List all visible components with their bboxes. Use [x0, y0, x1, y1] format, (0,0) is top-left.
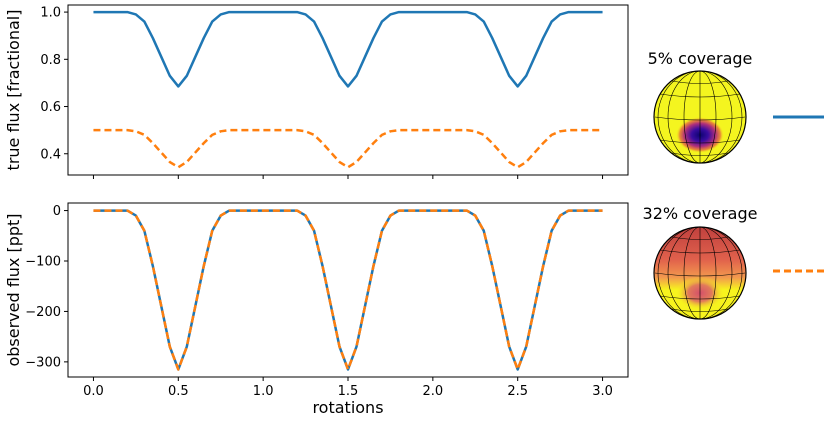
bottom-panel: 0 −100 −200 −300 0.0 0.5 1.0 1.5 2.0 2.5 3.0 obse… — [4, 202, 629, 417]
top-y-tick-label: 0.4 — [40, 147, 61, 162]
legend-title-32-percent: 32% coverage — [643, 204, 758, 223]
top-y-tick-label: 0.8 — [40, 53, 61, 68]
top-x-ticks — [92, 175, 604, 179]
bottom-x-tick-label: 0.0 — [83, 384, 104, 399]
bottom-y-ticks: 0 −100 −200 −300 — [25, 204, 68, 370]
legend-title-5-percent: 5% coverage — [648, 49, 753, 68]
bottom-x-tick-label: 1.5 — [338, 384, 359, 399]
star-map-5-percent — [653, 70, 747, 164]
top-y-tick-label: 1.0 — [40, 6, 61, 21]
bottom-series-orange-dashed-line — [93, 209, 603, 371]
bottom-y-tick-label: −100 — [25, 255, 61, 270]
legend-panel-32-percent: 32% coverage — [643, 204, 824, 320]
bottom-x-tick-label: 3.0 — [592, 384, 613, 399]
top-panel: 0.4 0.6 0.8 1.0 true flux [fractional] — [4, 4, 629, 179]
top-y-ticks: 0.4 0.6 0.8 1.0 — [40, 6, 68, 162]
x-axis-label: rotations — [312, 398, 383, 417]
bottom-x-tick-label: 0.5 — [168, 384, 189, 399]
top-series-orange-dashed-line — [93, 128, 603, 169]
bottom-axes-frame — [67, 202, 629, 378]
bottom-x-tick-label: 2.0 — [423, 384, 444, 399]
bottom-y-tick-label: −200 — [25, 305, 61, 320]
top-y-axis-label: true flux [fractional] — [4, 10, 23, 171]
bottom-y-tick-label: 0 — [53, 204, 61, 219]
bottom-x-tick-label: 2.5 — [507, 384, 528, 399]
top-y-tick-label: 0.6 — [40, 100, 61, 115]
bottom-x-ticks: 0.0 0.5 1.0 1.5 2.0 2.5 3.0 — [83, 377, 613, 399]
bottom-y-tick-label: −300 — [25, 355, 61, 370]
legend-panel-5-percent: 5% coverage — [648, 49, 824, 164]
star-map-32-percent — [653, 226, 747, 320]
top-series-blue-line — [93, 10, 603, 88]
bottom-y-axis-label: observed flux [ppt] — [4, 213, 23, 366]
bottom-x-tick-label: 1.0 — [253, 384, 274, 399]
top-series-group — [93, 10, 603, 169]
top-axes-frame — [67, 4, 629, 176]
bottom-series-group — [93, 209, 603, 371]
